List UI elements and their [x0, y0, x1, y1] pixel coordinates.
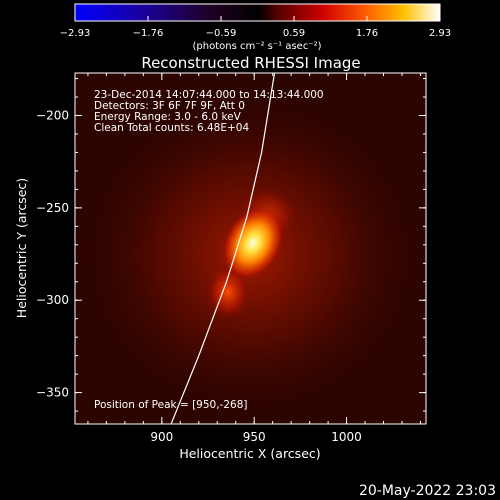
colorbar-tick-label: 0.59: [283, 28, 305, 39]
colorbar-tick-label: −2.93: [60, 28, 91, 39]
x-axis-ticks: 900 950 1000: [87, 73, 421, 444]
x-tick-label: 950: [243, 430, 266, 444]
colorbar-tick-label: −0.59: [206, 28, 237, 39]
colorbar-tick-label: 1.76: [356, 28, 378, 39]
timestamp: 20-May-2022 23:03: [359, 483, 496, 499]
colorbar-tick-label: 2.93: [429, 28, 451, 39]
y-axis-label: Heliocentric Y (arcsec): [14, 178, 29, 318]
x-axis-label: Heliocentric X (arcsec): [179, 446, 320, 461]
y-axis-ticks: −200 −250 −300 −350: [36, 78, 426, 412]
detectors-text: Detectors: 3F 6F 7F 9F, Att 0: [94, 100, 245, 112]
clean-counts-text: Clean Total counts: 6.48E+04: [94, 122, 249, 134]
peak-position-text: Position of Peak = [950,-268]: [94, 399, 248, 411]
colorbar-ticks: −2.93 −1.76 −0.59 0.59 1.76 2.93: [60, 16, 451, 39]
y-tick-label: −250: [36, 201, 69, 215]
colorbar: [74, 3, 441, 22]
y-tick-label: −200: [36, 108, 69, 122]
y-tick-label: −350: [36, 386, 69, 400]
source-core: [222, 206, 284, 280]
x-tick-label: 1000: [331, 430, 362, 444]
colorbar-label: (photons cm⁻² s⁻¹ asec⁻²): [192, 41, 321, 52]
energy-range-text: Energy Range: 3.0 - 6.0 keV: [94, 111, 242, 123]
chart-title: Reconstructed RHESSI Image: [141, 54, 360, 72]
y-tick-label: −300: [36, 293, 69, 307]
plot-frame: [74, 72, 427, 425]
x-tick-label: 900: [150, 430, 173, 444]
solar-limb-line: [170, 73, 276, 424]
time-range-text: 23-Dec-2014 14:07:44.000 to 14:13:44.000: [94, 89, 324, 101]
colorbar-tick-label: −1.76: [133, 28, 164, 39]
